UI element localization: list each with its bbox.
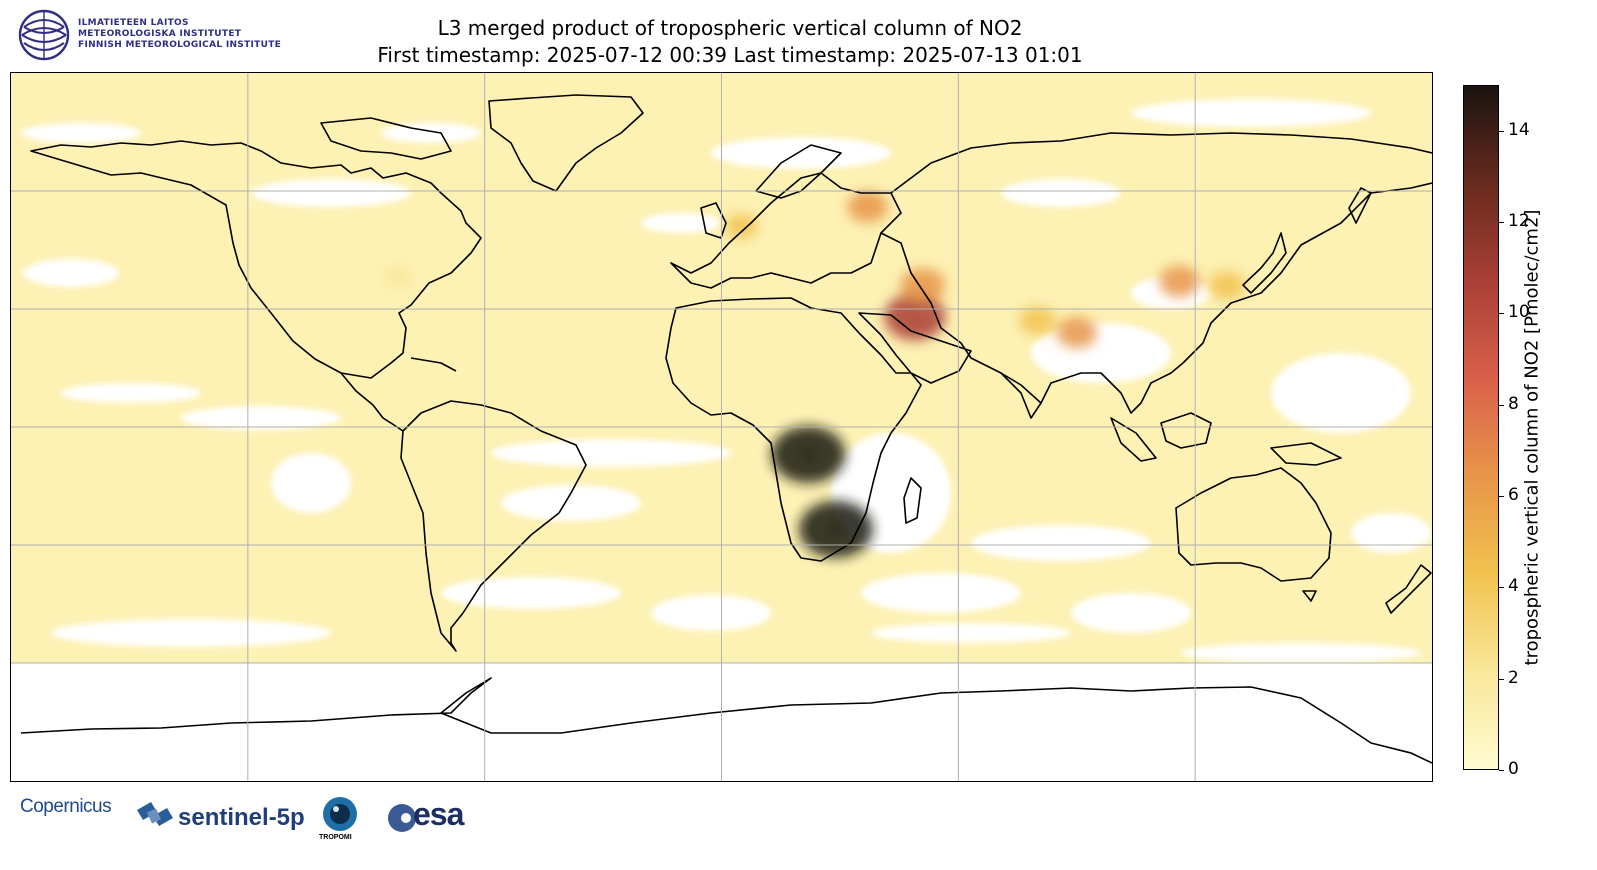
hotspot-indo-gangetic: [1019, 306, 1056, 335]
map-title: L3 merged product of tropospheric vertic…: [437, 16, 1023, 40]
map-canvas: [11, 73, 1432, 781]
coast-uk: [700, 202, 727, 239]
colorbar-ticks: 0 2 4 6 8 10 12 14: [1499, 85, 1539, 779]
fmi-emblem-icon: [18, 9, 70, 61]
hotspot-core-central-africa: [804, 450, 813, 459]
colorbar-tick-label: 2: [1508, 667, 1519, 688]
coast-central-america: [340, 372, 404, 432]
coast-europe: [670, 172, 902, 289]
hotspot-dhaka: [1056, 317, 1098, 349]
map-subtitle-timestamps: First timestamp: 2025-07-12 00:39 Last t…: [377, 43, 1083, 67]
coast-japan: [1242, 232, 1287, 294]
fmi-name-line1: ILMATIETEEN LAITOS: [78, 18, 189, 28]
no2-hotspots: [383, 191, 1245, 558]
colorbar-tick-mark: [1499, 130, 1504, 132]
fmi-name-line3: FINNISH METEOROLOGICAL INSTITUTE: [78, 40, 282, 50]
colorbar-tick-mark: [1499, 770, 1504, 771]
colorbar-tick-label: 12: [1508, 211, 1530, 231]
coast-arabia: [858, 312, 972, 384]
hotspot-north-china-plain: [1159, 265, 1200, 298]
colorbar-tick-label: 0: [1508, 759, 1519, 779]
tropomi-eye-icon: [323, 797, 357, 831]
hotspot-core-south-africa-highveld: [831, 525, 840, 534]
hotspot-eastern-us: [383, 266, 412, 289]
coast-greenland: [488, 94, 644, 192]
fmi-name-line2: METEOROLOGISKA INSTITUTET: [78, 29, 242, 39]
colorbar-tick-label: 4: [1508, 576, 1519, 597]
colorbar-tick-mark: [1499, 587, 1504, 589]
coast-tasmania: [1302, 590, 1317, 602]
coast-antarctica: [20, 677, 1432, 764]
colorbar-label: tropospheric vertical column of NO2 [Pmo…: [1521, 209, 1543, 666]
esa-logo: esa: [386, 796, 464, 836]
colorbar: [1463, 85, 1499, 770]
coast-australia: [1175, 467, 1332, 582]
fmi-logo: ILMATIETEEN LAITOS METEOROLOGISKA INSTIT…: [18, 9, 293, 61]
coast-sumatra: [1110, 417, 1157, 462]
esa-emblem-icon: [388, 804, 416, 832]
coast-new-guinea: [1270, 442, 1342, 466]
colorbar-tick-mark: [1499, 404, 1504, 406]
copernicus-logo-text: Copernicus: [20, 796, 112, 817]
coast-india: [1000, 372, 1042, 419]
hotspot-western-europe: [725, 214, 758, 239]
coast-borneo: [1160, 412, 1212, 449]
hotspot-core-persian-gulf: [910, 312, 919, 321]
fmi-name: ILMATIETEEN LAITOS METEOROLOGISKA INSTIT…: [78, 18, 281, 51]
no-data-gaps: [21, 99, 1431, 663]
hotspot-seoul-tokyo: [1208, 271, 1245, 300]
colorbar-tick-mark: [1499, 678, 1504, 680]
coast-scandinavia: [755, 144, 842, 199]
colorbar-tick-label: 10: [1508, 302, 1530, 323]
gridlines: [11, 73, 1432, 781]
tropomi-logo: TROPOMI: [318, 796, 364, 844]
esa-logo-text: esa: [413, 796, 464, 832]
tropomi-logo-text: TROPOMI: [319, 834, 352, 841]
coast-madagascar: [903, 477, 922, 524]
coast-south-america: [400, 400, 587, 652]
colorbar-tick-label: 6: [1508, 485, 1519, 505]
hotspot-moscow: [847, 191, 888, 223]
colorbar-tick-label: 14: [1508, 119, 1530, 140]
satellite-icon: [137, 802, 173, 826]
map-panel[interactable]: [10, 72, 1433, 782]
coast-new-zealand: [1385, 564, 1432, 614]
coast-africa: [665, 297, 922, 562]
colorbar-tick-mark: [1499, 313, 1504, 315]
colorbar-tick-mark: [1499, 496, 1504, 497]
colorbar-tick-label: 8: [1508, 393, 1519, 414]
sentinel-5p-logo-text: sentinel-5p: [178, 804, 305, 831]
coastlines: [20, 94, 1432, 764]
copernicus-logo: Copernicus: [20, 796, 112, 818]
sentinel-5p-logo: sentinel-5p: [133, 796, 305, 836]
coast-cuba: [410, 357, 457, 372]
coast-arctic-islands: [320, 117, 452, 160]
hotspot-tehran: [900, 268, 946, 303]
coast-asia: [880, 132, 1432, 414]
coast-north-america: [30, 140, 482, 379]
colorbar-tick-mark: [1499, 222, 1504, 223]
